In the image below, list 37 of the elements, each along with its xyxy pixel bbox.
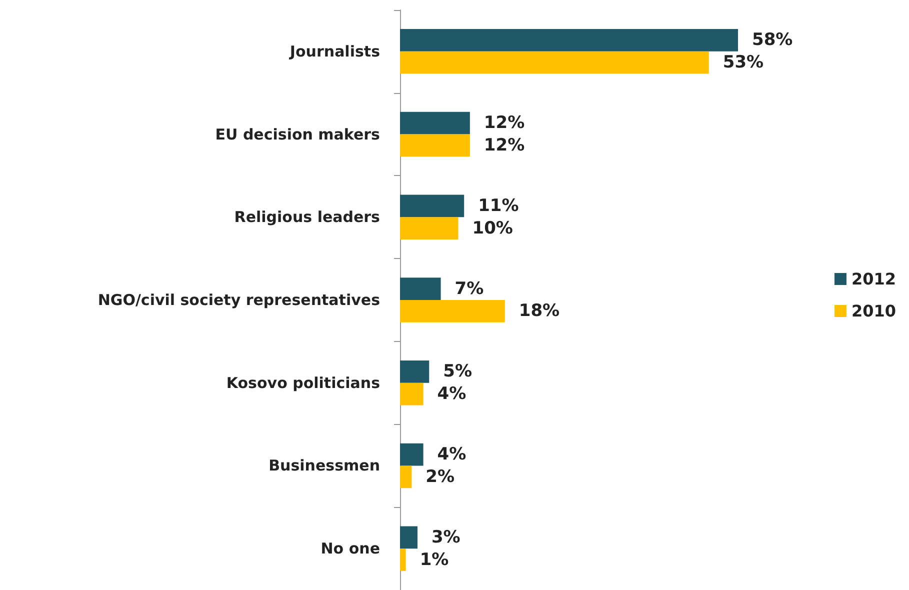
data-label: 7% [454, 278, 484, 299]
data-label: 12% [484, 135, 525, 156]
data-label: 5% [443, 362, 472, 382]
bar [400, 548, 406, 571]
data-label: 12% [484, 113, 525, 134]
bar [400, 217, 458, 240]
bar [400, 300, 505, 322]
data-label: 10% [472, 218, 513, 238]
data-label: 53% [722, 52, 764, 73]
bar [400, 360, 430, 383]
bar [400, 466, 412, 488]
data-label: 58% [752, 30, 793, 50]
bar [400, 194, 464, 218]
y-tick-label: Journalists [288, 42, 380, 60]
bar [400, 526, 418, 549]
data-label: 4% [437, 444, 466, 465]
bar [400, 29, 738, 52]
y-tick-label: EU decision makers [215, 125, 380, 144]
y-tick-label: Businessmen [268, 456, 380, 475]
bar [400, 134, 470, 157]
bar [400, 51, 709, 74]
y-tick-label: No one [320, 540, 380, 558]
y-tick-label: Religious leaders [234, 208, 380, 226]
data-label: 11% [478, 196, 519, 216]
bar [400, 278, 441, 300]
legend-label: 2010 [851, 302, 896, 320]
data-label: 18% [518, 301, 560, 322]
legend-label: 2012 [851, 270, 896, 288]
y-tick-label: NGO/civil society representatives [98, 291, 380, 309]
data-label: 4% [437, 384, 466, 404]
data-label: 1% [420, 550, 449, 570]
data-label: 3% [431, 527, 460, 548]
bar [400, 382, 424, 406]
bar [400, 112, 470, 134]
bar [400, 443, 424, 466]
y-tick-label: Kosovo politicians [226, 374, 380, 392]
data-label: 2% [426, 466, 455, 487]
